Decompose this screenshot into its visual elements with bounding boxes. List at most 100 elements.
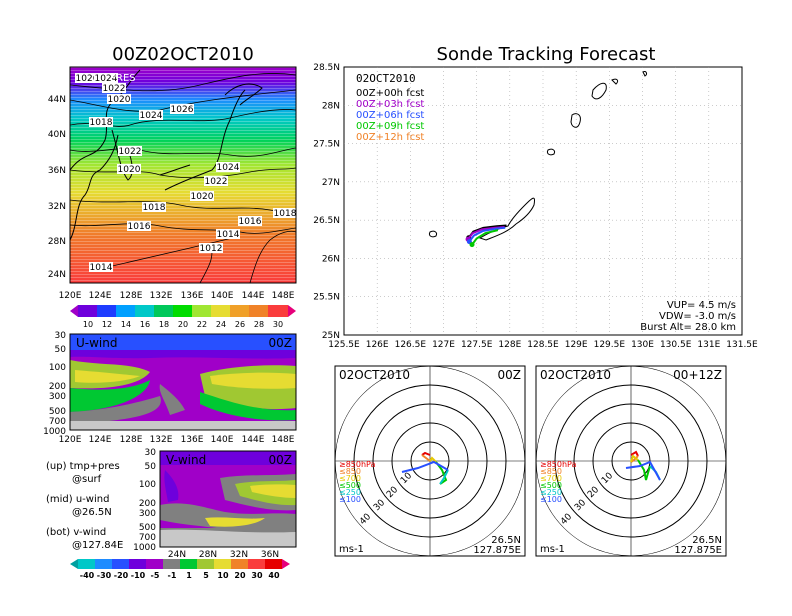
isobar-label: 1014 [90,263,113,273]
vwind-y-tick: 1000 [133,543,156,553]
map-lat-tick: 24N [48,270,66,280]
isobar-label: 1022 [103,84,126,94]
uwind-y-tick: 100 [49,363,66,373]
map-lon-tick: 120E [59,291,82,301]
track-launch-point [469,242,475,248]
level-label: ≥850hPa [339,460,376,469]
vwind-section: V-wind 00Z 30 50 100 200 300 500 700 100… [133,448,297,560]
vwind-y-tick: 500 [139,523,156,533]
uwind-label: U-wind [76,336,117,350]
colorbar-tick: 24 [216,320,226,329]
uwind-x-tick: 120E [59,435,82,445]
hodo-lat: 26.5N [491,535,521,546]
uwind-section: U-wind 00Z 30 50 100 200 300 500 700 100… [43,331,297,445]
level-label: ≤250 [339,488,361,497]
track-lat-tick: 25N [322,331,340,341]
isobar-label: 1024 [95,74,118,84]
uwind-time: 00Z [269,336,293,350]
left-title: 00Z02OCT2010 [112,44,254,65]
colorbar-tick: 28 [254,320,264,329]
colorbar-tick: 10 [217,571,229,580]
isobar-label: 1018 [143,203,166,213]
colorbar-tick: 30 [251,571,263,580]
uwind-y-tick: 30 [55,331,67,341]
vwind-x-tick: 32N [230,550,248,560]
track-lon-tick: 127.5E [461,340,493,350]
hodo-time: 00Z [498,368,522,382]
isobar-label: 1024 [217,163,240,173]
uwind-y-tick: 300 [49,392,66,402]
vwind-time: 00Z [269,453,293,467]
pressure-map: 1026 1024 1022 1020 1018 1024 1026 1022 … [48,66,297,301]
map-lat-tick: 32N [48,202,66,212]
colorbar-tick: 14 [121,320,131,329]
note-line: (up) tmp+pres [46,461,120,472]
isobar-label: 1022 [205,177,228,187]
track-lon-tick: 129E [565,340,588,350]
level-label: ≤700 [339,474,361,483]
hodo-unit: ms-1 [540,544,565,555]
map-lon-tick: 148E [272,291,295,301]
isobar-label: 1020 [108,95,131,105]
colorbar-tick: 26 [235,320,245,329]
uwind-x-tick: 148E [272,435,295,445]
isobar-label: 1018 [90,118,113,128]
level-label: ≤850 [540,467,562,476]
track-series-line [468,226,506,243]
track-lon-tick: 128.5E [527,340,559,350]
isobar-label: 1020 [191,192,214,202]
colorbar-tick: -20 [114,571,129,580]
colorbar-tick: -30 [97,571,112,580]
uwind-y-tick: 200 [49,382,66,392]
right-title: Sonde Tracking Forecast [437,44,656,65]
isobar-label: 1020 [118,165,141,175]
colorbar-tick: -10 [131,571,146,580]
note-line: @surf [72,474,102,485]
map-field-label: PRES [110,73,136,84]
track-date: 02OCT2010 [356,72,416,85]
track-legend-entry: 00Z+06h fcst [356,110,424,121]
colorbar-tick: -5 [151,571,160,580]
colorbar-tick: 12 [102,320,112,329]
vwind-y-tick: 200 [139,499,156,509]
colorbar-tick: 22 [197,320,207,329]
isobar-label: 1014 [217,230,240,240]
track-legend-entry: 00Z+12h fcst [356,132,424,143]
track-lon-tick: 130.5E [660,340,692,350]
isobar-label: 1026 [171,105,194,115]
colorbar-tick: 40 [268,571,280,580]
track-legend-entry: 00Z+03h fcst [356,99,424,110]
uwind-x-tick: 136E [181,435,204,445]
map-lon-tick: 136E [181,291,204,301]
map-lat-tick: 44N [48,95,66,105]
vwind-x-tick: 36N [261,550,279,560]
track-lat-tick: 27.5N [313,140,340,150]
track-legend-entry: 00Z+09h fcst [356,121,424,132]
vwind-y-tick: 30 [145,448,157,458]
colorbar-tick: 1 [186,571,192,580]
hodo-title: 02OCT2010 [540,368,611,382]
track-lon-tick: 131.5E [726,340,758,350]
uwind-x-tick: 128E [120,435,143,445]
isobar-label: 1018 [274,209,297,219]
isobar-label: 1026 [76,74,99,84]
colorbar-tick: 20 [234,571,246,580]
map-lon-tick: 132E [150,291,173,301]
map-colorbar: 10 12 14 16 18 20 22 24 26 28 30 [70,305,296,329]
hodograph-left: 02OCT2010 00Z 10 20 30 40 ≥850hPa ≤850 ≤… [334,365,526,557]
uwind-y-tick: 500 [49,407,66,417]
colorbar-tick: 5 [203,571,209,580]
level-label: ≤500 [540,481,562,490]
track-lat-tick: 26N [322,254,340,264]
hodo-title: 02OCT2010 [339,368,410,382]
vwind-y-tick: 100 [139,480,156,490]
wind-colorbar: -40 -30 -20 -10 -5 -1 1 5 10 20 30 40 [70,559,290,580]
hodo-lat: 26.5N [692,535,722,546]
vwind-x-tick: 24N [168,550,186,560]
vwind-y-tick: 300 [139,509,156,519]
colorbar-tick: 16 [140,320,150,329]
uwind-y-tick: 700 [49,417,66,427]
level-label: ≤100 [339,495,361,504]
track-lat-tick: 27N [322,178,340,188]
vwind-label: V-wind [166,453,206,467]
